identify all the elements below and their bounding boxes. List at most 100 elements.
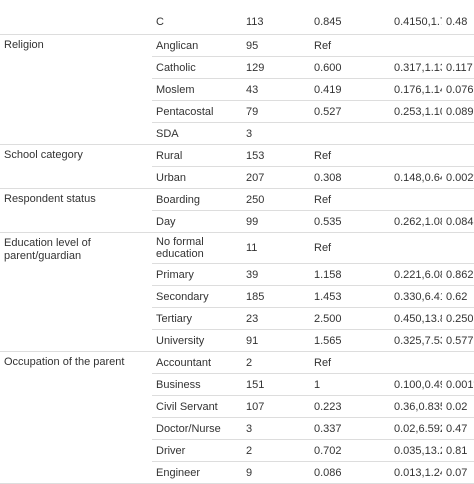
table-container: C1130.8450.4150,1.7190.48ReligionAnglica…	[0, 9, 474, 484]
confidence-interval: 0.02,6.592	[390, 417, 442, 440]
count: 79	[242, 100, 310, 123]
group-label: School category	[0, 144, 152, 189]
category: Tertiary	[152, 307, 242, 330]
count: 113	[242, 9, 310, 35]
count: 23	[242, 307, 310, 330]
count: 43	[242, 78, 310, 101]
count: 151	[242, 373, 310, 396]
p-value: 0.084	[442, 210, 474, 233]
category: Primary	[152, 263, 242, 286]
p-value: 0.48	[442, 9, 474, 35]
odds-ratio: 0.527	[310, 100, 390, 123]
group-label: Respondent status	[0, 188, 152, 233]
p-value	[442, 351, 474, 374]
p-value: 0.862	[442, 263, 474, 286]
category: Business	[152, 373, 242, 396]
odds-ratio: 1.158	[310, 263, 390, 286]
p-value	[442, 122, 474, 145]
count: 9	[242, 461, 310, 484]
category: Moslem	[152, 78, 242, 101]
p-value: 0.250	[442, 307, 474, 330]
category: Urban	[152, 166, 242, 189]
p-value	[442, 188, 474, 211]
table-row: Respondent status Boarding 250 Ref	[0, 188, 474, 233]
p-value	[442, 144, 474, 167]
odds-ratio: 1.453	[310, 285, 390, 308]
category: Doctor/Nurse	[152, 417, 242, 440]
category: Civil Servant	[152, 395, 242, 418]
group-label: Religion	[0, 34, 152, 145]
table-row: School category Rural 153 Ref	[0, 144, 474, 189]
odds-ratio: 0.086	[310, 461, 390, 484]
count: 153	[242, 144, 310, 167]
confidence-interval: 0.36,0.835	[390, 395, 442, 418]
count: 107	[242, 395, 310, 418]
count: 11	[242, 232, 310, 264]
category: Anglican	[152, 34, 242, 57]
count: 185	[242, 285, 310, 308]
category: Secondary	[152, 285, 242, 308]
group-label: Education level of parent/guardian	[0, 232, 152, 352]
odds-ratio: 0.223	[310, 395, 390, 418]
table-row: Doctor/Nurse 3 0.337 0.02,6.592 0.47	[0, 417, 474, 440]
odds-ratio: Ref	[310, 34, 390, 57]
odds-ratio: 0.337	[310, 417, 390, 440]
p-value	[442, 34, 474, 57]
table-row: Occupation of the parent Accountant 2 Ref	[0, 351, 474, 484]
odds-ratio	[310, 122, 390, 145]
category: University	[152, 329, 242, 352]
confidence-interval: 0.035,13.23	[390, 439, 442, 462]
confidence-interval: 0.330,6.410	[390, 285, 442, 308]
results-table: C1130.8450.4150,1.7190.48ReligionAnglica…	[0, 9, 474, 484]
confidence-interval: 0.176,1.143	[390, 78, 442, 101]
confidence-interval: 0.262,1.086	[390, 210, 442, 233]
category: C	[152, 9, 242, 35]
confidence-interval: 0.253,1.102	[390, 100, 442, 123]
count: 99	[242, 210, 310, 233]
odds-ratio: 0.845	[310, 9, 390, 35]
confidence-interval: 0.325,7.530	[390, 329, 442, 352]
count: 3	[242, 122, 310, 145]
p-value: 0.02	[442, 395, 474, 418]
count: 95	[242, 34, 310, 57]
category: Day	[152, 210, 242, 233]
p-value: 0.001*	[442, 373, 474, 396]
odds-ratio: 1	[310, 373, 390, 396]
odds-ratio: 1.565	[310, 329, 390, 352]
table-row: Education level of parent/guardian No for…	[0, 232, 474, 352]
page: {"table": {"groups": [ {"rows": [["C", "…	[0, 9, 474, 484]
confidence-interval	[390, 232, 442, 264]
group-label: Occupation of the parent	[0, 351, 152, 484]
confidence-interval	[390, 122, 442, 145]
table-row: Civil Servant 107 0.223 0.36,0.835 0.02	[0, 395, 474, 418]
confidence-interval	[390, 144, 442, 167]
count: 39	[242, 263, 310, 286]
confidence-interval: 0.100,0.496	[390, 373, 442, 396]
odds-ratio: 0.535	[310, 210, 390, 233]
p-value: 0.62	[442, 285, 474, 308]
category: Accountant	[152, 351, 242, 374]
p-value	[442, 232, 474, 264]
odds-ratio: 0.600	[310, 56, 390, 79]
p-value: 0.07	[442, 461, 474, 484]
confidence-interval	[390, 34, 442, 57]
confidence-interval: 0.221,6.087	[390, 263, 442, 286]
count: 91	[242, 329, 310, 352]
p-value: 0.577	[442, 329, 474, 352]
confidence-interval: 0.317,1.135	[390, 56, 442, 79]
odds-ratio: 0.702	[310, 439, 390, 462]
confidence-interval	[390, 351, 442, 374]
odds-ratio: 2.500	[310, 307, 390, 330]
odds-ratio: 0.419	[310, 78, 390, 101]
p-value: 0.117	[442, 56, 474, 79]
category: Rural	[152, 144, 242, 167]
count: 2	[242, 351, 310, 374]
